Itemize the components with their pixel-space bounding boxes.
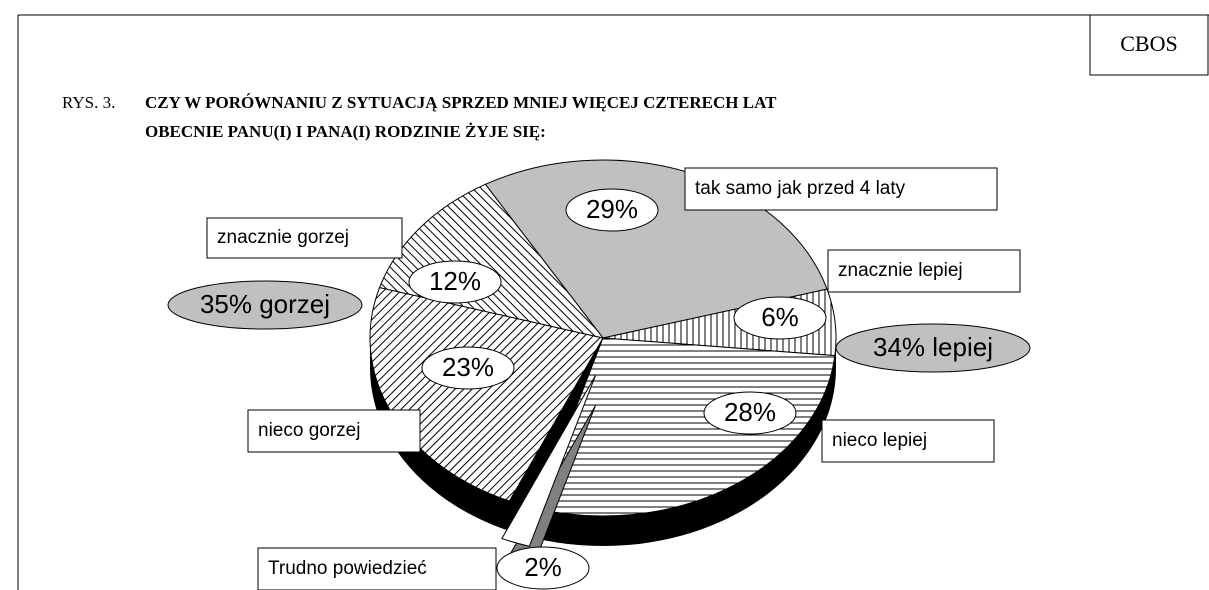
category-box <box>684 167 998 211</box>
pie-slice <box>501 375 596 547</box>
value-label: 29% <box>586 194 638 224</box>
category-label: nieco lepiej <box>832 430 927 451</box>
value-label-bubble <box>733 296 827 340</box>
value-label: 6% <box>761 302 799 332</box>
category-label: znacznie gorzej <box>217 227 349 248</box>
category-box <box>206 217 403 259</box>
category-label: nieco gorzej <box>258 420 360 441</box>
category-label: tak samo jak przed 4 laty <box>695 178 906 199</box>
chart-title: OBECNIE PANU(I) I PANA(I) RODZINIE ŻYJE … <box>145 122 546 141</box>
category-box <box>821 419 995 463</box>
annotation-bubble <box>835 323 1031 373</box>
value-label-bubble <box>703 391 797 435</box>
pie-slice <box>536 337 836 517</box>
annotation: 35% gorzej <box>200 289 330 319</box>
category-box <box>827 249 1021 293</box>
source-box <box>1089 14 1209 76</box>
value-label: 23% <box>442 352 494 382</box>
value-label-bubble <box>565 188 659 232</box>
annotation: 34% lepiej <box>873 332 993 362</box>
value-label-bubble <box>408 260 502 304</box>
chart-title: CZY W PORÓWNANIU Z SYTUACJĄ SPRZED MNIEJ… <box>145 93 777 112</box>
value-label-bubble <box>496 546 590 590</box>
category-label: znacznie lepiej <box>838 260 963 281</box>
category-box <box>247 409 421 453</box>
category-box <box>257 547 497 590</box>
value-label: 12% <box>429 266 481 296</box>
category-label: Trudno powiedzieć <box>268 558 427 579</box>
value-label: 28% <box>724 397 776 427</box>
figure-label: RYS. 3. <box>62 93 115 112</box>
value-label-bubble <box>421 346 515 390</box>
source: CBOS <box>1120 31 1177 56</box>
value-label: 2% <box>524 552 562 582</box>
annotation-bubble <box>167 280 363 330</box>
